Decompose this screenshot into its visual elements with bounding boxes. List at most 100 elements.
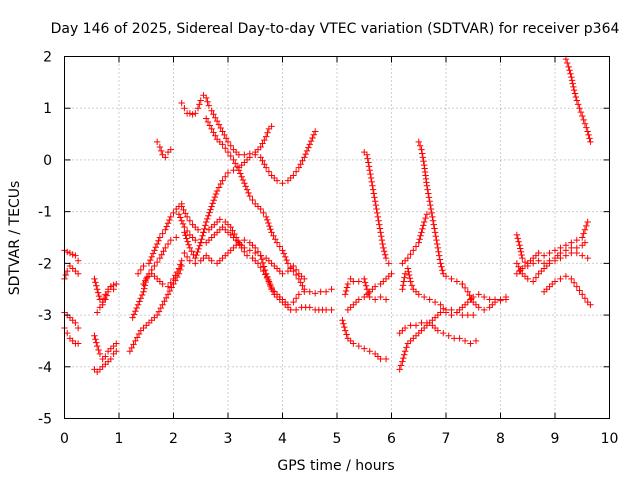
data-point <box>74 270 82 277</box>
data-point <box>246 247 253 254</box>
data-point <box>573 249 580 257</box>
data-point <box>369 182 376 189</box>
data-point <box>227 142 234 149</box>
data-point <box>239 176 247 184</box>
data-point <box>197 239 204 246</box>
data-point <box>231 230 238 238</box>
data-point <box>292 168 300 175</box>
data-point <box>519 254 526 262</box>
data-point <box>180 206 187 214</box>
data-point <box>102 353 109 360</box>
data-point <box>227 223 234 231</box>
data-point <box>400 354 407 362</box>
data-point <box>94 286 101 293</box>
data-point <box>355 296 362 303</box>
data-point <box>355 278 362 285</box>
data-point <box>565 63 572 71</box>
data-point <box>540 252 548 259</box>
data-point <box>412 243 420 250</box>
data-point <box>377 229 384 236</box>
data-point <box>189 111 196 118</box>
data-point <box>584 254 591 262</box>
x-tick-label: 6 <box>387 431 396 447</box>
data-point <box>468 295 475 302</box>
data-point <box>306 304 313 311</box>
data-point <box>186 244 194 252</box>
data-point <box>160 248 167 255</box>
data-point <box>196 242 203 249</box>
data-point <box>96 304 104 311</box>
data-point <box>587 301 594 308</box>
x-tick-label: 9 <box>551 431 560 447</box>
data-point <box>210 197 218 204</box>
data-point <box>280 250 288 257</box>
data-point <box>129 314 136 321</box>
data-point <box>404 265 412 272</box>
data-point <box>432 233 439 240</box>
data-point <box>156 143 164 151</box>
data-point <box>246 154 253 161</box>
data-point <box>437 301 444 308</box>
data-point <box>515 238 522 246</box>
data-point <box>370 190 377 197</box>
data-point <box>230 167 237 174</box>
data-point <box>167 146 174 153</box>
data-point <box>365 289 372 297</box>
data-point <box>151 247 158 254</box>
data-point <box>568 77 576 84</box>
data-point <box>562 242 570 249</box>
data-point <box>570 86 578 94</box>
data-point <box>173 268 181 276</box>
data-point <box>268 123 275 130</box>
data-point <box>302 150 309 158</box>
data-point <box>153 138 161 146</box>
data-point <box>130 341 137 348</box>
data-point <box>198 236 205 243</box>
data-point <box>342 287 350 295</box>
data-point <box>212 132 219 139</box>
data-point <box>136 298 143 305</box>
data-point <box>232 234 240 241</box>
data-point <box>418 150 426 157</box>
data-point <box>365 159 372 166</box>
data-point <box>148 266 155 274</box>
data-point <box>212 114 219 121</box>
data-point <box>437 260 444 267</box>
data-point <box>571 90 579 97</box>
data-point <box>406 275 414 282</box>
data-point <box>151 262 158 270</box>
data-point <box>292 306 300 314</box>
data-point <box>467 340 474 347</box>
data-point <box>427 205 435 213</box>
data-point <box>156 254 164 262</box>
data-point <box>570 83 577 91</box>
data-point <box>427 201 434 209</box>
data-point <box>408 282 416 289</box>
data-point <box>184 238 191 245</box>
data-point <box>166 287 174 295</box>
data-point <box>372 201 380 209</box>
data-point <box>261 161 268 168</box>
data-point <box>94 289 102 296</box>
data-point <box>366 348 373 355</box>
data-point <box>64 267 71 275</box>
grid-lines <box>64 56 610 419</box>
data-point <box>401 351 408 358</box>
data-point <box>295 291 303 298</box>
data-point <box>224 148 232 156</box>
data-point <box>259 259 267 267</box>
data-point <box>423 211 431 218</box>
data-point <box>213 117 221 125</box>
data-point <box>381 251 389 258</box>
data-point <box>586 135 593 142</box>
data-point <box>407 251 414 258</box>
data-point <box>264 216 271 224</box>
data-point <box>587 138 594 146</box>
data-point <box>343 284 351 291</box>
data-point <box>107 355 115 363</box>
data-point <box>365 163 373 170</box>
chart-title: Day 146 of 2025, Sidereal Day-to-day VTE… <box>51 21 620 37</box>
data-point <box>577 108 585 116</box>
data-point <box>437 309 444 316</box>
data-point <box>371 194 378 201</box>
